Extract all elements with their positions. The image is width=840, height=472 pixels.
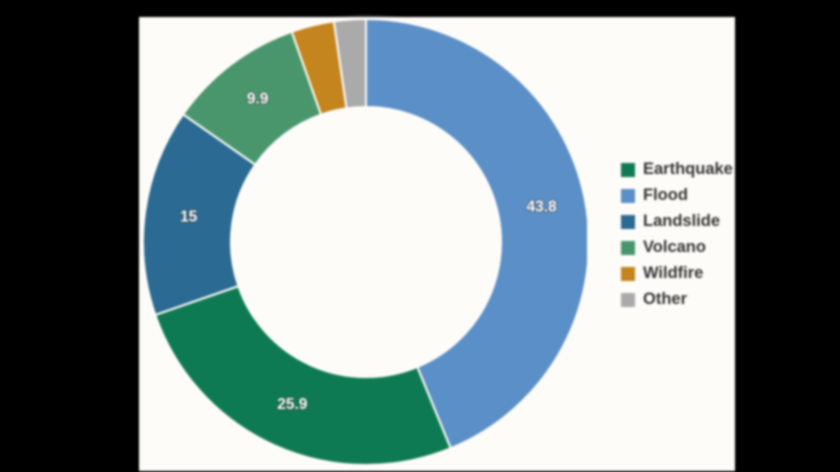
svg-text:9.9: 9.9 <box>247 91 269 108</box>
svg-text:25.9: 25.9 <box>277 396 308 413</box>
svg-text:15: 15 <box>180 208 198 225</box>
svg-text:43.8: 43.8 <box>527 198 558 215</box>
